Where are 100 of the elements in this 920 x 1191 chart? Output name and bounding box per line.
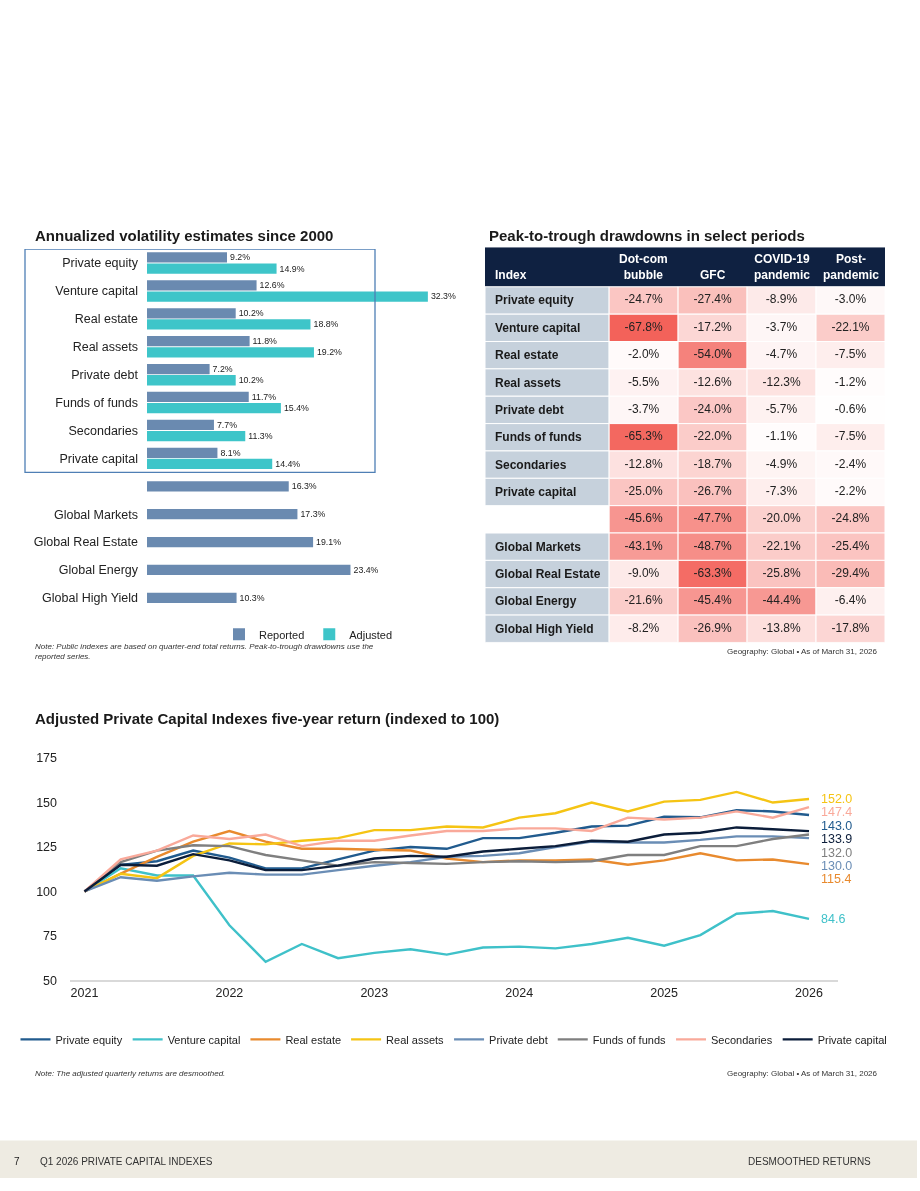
data-label: 147.4 <box>821 805 853 819</box>
data-label: -12.3% <box>762 374 801 389</box>
data-label: 7.2% <box>212 364 233 375</box>
text: Q1 2026 PRIVATE CAPITAL INDEXES <box>40 1156 213 1167</box>
bar <box>147 430 246 442</box>
data-label: -65.3% <box>624 429 663 444</box>
data-label: 143.0 <box>821 819 853 833</box>
data-label: -4.7% <box>765 347 798 362</box>
y-tick-label: Venture capital <box>495 321 581 335</box>
data-label: -17.8% <box>831 620 870 635</box>
legend-label: Real estate <box>285 1033 342 1046</box>
chart-title: Peak-to-trough drawdowns in select periods <box>489 227 805 244</box>
data-label: 10.2% <box>238 308 264 319</box>
data-label: 9.2% <box>230 252 251 263</box>
y-tick-label: 175 <box>36 751 58 766</box>
data-label: -8.2% <box>627 620 660 635</box>
data-label: -6.4% <box>834 593 867 608</box>
y-tick-label: Funds of funds <box>495 430 582 444</box>
legend-label: Reported <box>259 628 305 641</box>
data-label: 10.2% <box>238 375 264 386</box>
legend-label: Private capital <box>817 1033 887 1046</box>
data-label: 130.0 <box>821 859 853 873</box>
legend-label: Venture capital <box>167 1033 241 1046</box>
data-label: -54.0% <box>693 347 732 362</box>
y-tick-label: Global Energy <box>58 563 139 578</box>
data-label: -1.1% <box>765 429 798 444</box>
data-label: -2.2% <box>834 483 867 498</box>
y-tick-label: Private capital <box>495 485 577 499</box>
y-tick-label: Private equity <box>62 256 139 271</box>
data-label: 19.2% <box>316 347 343 358</box>
y-tick-label: Global Real Estate <box>495 567 601 581</box>
x-tick-label: 2025 <box>650 986 679 1001</box>
text: Geography: Global • As of March 31, 2026 <box>727 647 878 656</box>
bar <box>147 291 428 302</box>
data-label: 23.4% <box>353 564 379 575</box>
data-label: 16.3% <box>291 481 317 492</box>
data-label: 11.3% <box>248 430 273 441</box>
data-label: -44.4% <box>762 593 801 608</box>
data-label: -3.0% <box>834 292 867 307</box>
data-label: -43.1% <box>624 538 663 553</box>
bar <box>147 336 250 347</box>
data-label: 32.3% <box>430 291 456 302</box>
bar <box>147 308 236 319</box>
y-tick-label: Real assets <box>495 376 562 390</box>
y-tick-label: 150 <box>36 795 58 810</box>
data-label: -22.1% <box>831 319 870 334</box>
x-tick-label: Dot-com bubble <box>619 252 668 282</box>
bar <box>147 391 249 403</box>
y-tick-label: Private equity <box>495 293 575 307</box>
bar <box>147 263 277 274</box>
data-label: -45.4% <box>693 593 732 608</box>
x-tick-label: GFC <box>700 268 726 282</box>
y-tick-label: Global High Yield <box>42 591 139 606</box>
y-tick-label: Secondaries <box>495 458 567 472</box>
y-tick-label: Private capital <box>59 451 138 466</box>
data-label: -48.7% <box>693 538 732 553</box>
data-label: -8.9% <box>765 292 798 307</box>
data-label: 15.4% <box>283 403 310 414</box>
data-label: -18.7% <box>693 456 732 471</box>
y-tick-label: Secondaries <box>68 423 138 438</box>
x-tick-label: 2022 <box>215 986 244 1001</box>
data-label: -26.7% <box>693 483 732 498</box>
data-label: -25.0% <box>624 483 663 498</box>
legend-label: Funds of funds <box>592 1033 667 1046</box>
y-tick-label: Global Markets <box>53 507 138 522</box>
legend-label: Secondaries <box>711 1033 773 1046</box>
bar <box>147 564 351 576</box>
x-tick-label: 2026 <box>795 986 823 1001</box>
data-label: 17.3% <box>300 509 326 520</box>
data-label: -7.3% <box>765 483 798 498</box>
data-label: 132.0 <box>821 846 853 860</box>
data-label: 84.6 <box>821 912 846 926</box>
data-label: -63.3% <box>693 566 732 581</box>
data-label: 10.3% <box>239 592 265 603</box>
x-tick-label: 2023 <box>360 986 389 1001</box>
data-label: -24.7% <box>624 292 663 307</box>
chart-title: Adjusted Private Capital Indexes five-year return (indexed to 100) <box>35 710 500 727</box>
data-label: -24.0% <box>693 401 732 416</box>
data-label: -20.0% <box>762 511 801 526</box>
bar <box>147 536 314 548</box>
data-label: -7.5% <box>834 429 867 444</box>
data-label: 19.1% <box>316 536 342 547</box>
y-tick-label: Private debt <box>71 368 139 383</box>
y-tick-label: Global Real Estate <box>33 535 139 550</box>
bar <box>147 375 236 386</box>
text: 7 <box>14 1156 20 1167</box>
bar <box>147 280 257 291</box>
y-tick-label: Real assets <box>72 340 138 355</box>
data-label: -0.6% <box>834 401 867 416</box>
data-label: -9.0% <box>627 566 660 581</box>
data-label: -17.2% <box>693 319 732 334</box>
y-tick-label: 50 <box>43 973 58 988</box>
data-label: -24.8% <box>831 511 870 526</box>
data-label: 12.6% <box>259 280 285 291</box>
y-tick-label: Global Markets <box>495 540 582 554</box>
data-label: -5.7% <box>765 401 798 416</box>
data-label: -4.9% <box>765 456 798 471</box>
data-label: -27.4% <box>693 292 732 307</box>
y-tick-label: 125 <box>36 840 58 855</box>
bar <box>147 252 227 263</box>
